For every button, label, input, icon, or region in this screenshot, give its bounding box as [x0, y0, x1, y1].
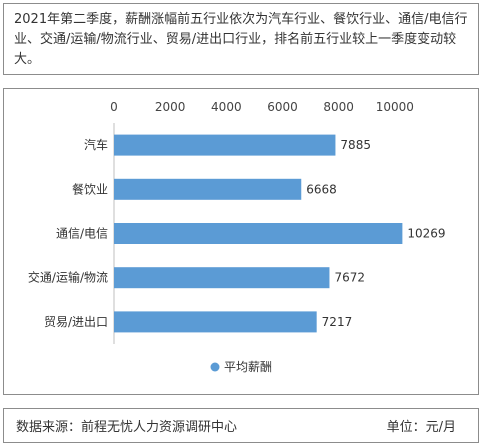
footer-box: 数据来源：前程无忧人力资源调研中心 单位：元/月 [3, 408, 479, 443]
bar-chart: 0 2000 4000 6000 8000 10000 汽车 7885 餐饮业 6668 通信/电信… [28, 100, 446, 374]
legend-marker [210, 362, 220, 372]
bar [114, 134, 336, 156]
x-tick-label: 8000 [323, 100, 354, 114]
x-tick-label: 0 [110, 100, 118, 114]
data-label: 7217 [322, 315, 353, 329]
category-label: 贸易/进出口 [44, 315, 108, 329]
data-label: 7885 [340, 138, 371, 152]
category-label: 汽车 [84, 137, 108, 152]
data-label: 6668 [306, 182, 337, 196]
x-tick-label: 4000 [211, 100, 242, 114]
bar [114, 311, 317, 333]
bar [114, 267, 330, 289]
x-tick-label: 10000 [376, 100, 414, 114]
chart-container: 0 2000 4000 6000 8000 10000 汽车 7885 餐饮业 6668 通信/电信… [3, 88, 479, 395]
bar [114, 223, 403, 244]
x-tick-label: 6000 [267, 100, 298, 114]
legend-label: 平均薪酬 [224, 360, 272, 374]
x-tick-label: 2000 [155, 100, 186, 114]
intro-text: 2021年第二季度，薪酬涨幅前五行业依次为汽车行业、餐饮行业、通信/电信行业、交… [14, 12, 468, 67]
bar [114, 178, 302, 200]
unit-text: 单位：元/月 [386, 420, 456, 435]
category-label: 餐饮业 [72, 181, 108, 196]
data-label: 7672 [334, 271, 365, 285]
category-label: 通信/电信 [56, 227, 108, 241]
data-label: 10269 [407, 227, 445, 241]
category-label: 交通/运输/物流 [28, 270, 108, 285]
data-source-text: 数据来源：前程无忧人力资源调研中心 [16, 420, 238, 435]
intro-text-box: 2021年第二季度，薪酬涨幅前五行业依次为汽车行业、餐饮行业、通信/电信行业、交… [3, 3, 479, 75]
